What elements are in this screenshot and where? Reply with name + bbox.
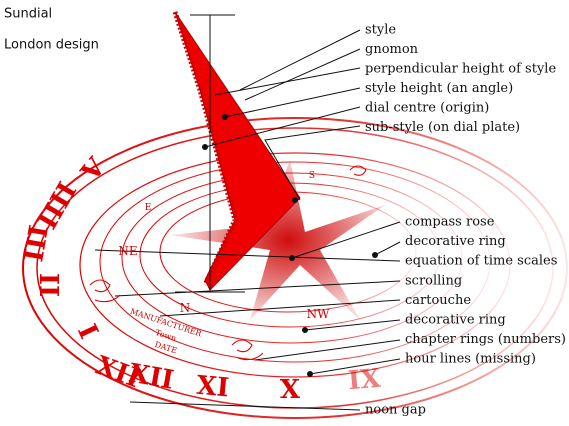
label: style height (an angle) bbox=[365, 81, 513, 96]
label: perpendicular height of style bbox=[365, 62, 556, 77]
compass-label: N bbox=[180, 301, 191, 315]
hour-numeral: V bbox=[75, 152, 112, 188]
label: chapter rings (numbers) bbox=[405, 332, 566, 347]
label: dial centre (origin) bbox=[365, 101, 489, 116]
label: compass rose bbox=[405, 215, 495, 230]
label: gnomon bbox=[365, 42, 419, 57]
hour-numeral: IX bbox=[347, 364, 383, 397]
label: scrolling bbox=[405, 273, 462, 288]
label: cartouche bbox=[405, 293, 471, 308]
compass-label: NW bbox=[307, 307, 331, 321]
title: Sundial bbox=[4, 7, 52, 22]
hour-numeral: XI bbox=[195, 371, 230, 404]
leader-lines bbox=[94, 29, 401, 411]
leader-dots bbox=[202, 114, 378, 377]
hour-numeral: X bbox=[280, 375, 301, 405]
label: decorative ring bbox=[405, 313, 506, 328]
gnomon-edge bbox=[172, 11, 238, 287]
compass-label: NE bbox=[118, 244, 137, 258]
label: sub-style (on dial plate) bbox=[365, 120, 520, 135]
label: equation of time scales bbox=[405, 254, 557, 269]
compass-rose bbox=[170, 160, 385, 320]
scrolling bbox=[89, 165, 367, 361]
compass-label: E bbox=[145, 203, 152, 213]
hour-numeral: III bbox=[19, 223, 55, 264]
label: style bbox=[365, 23, 396, 38]
label: hour lines (missing) bbox=[405, 352, 536, 367]
hour-numeral: I bbox=[71, 320, 103, 344]
compass-label: S bbox=[309, 171, 315, 181]
label: noon gap bbox=[365, 403, 426, 418]
title: London design bbox=[4, 38, 99, 53]
label: decorative ring bbox=[405, 234, 506, 249]
hour-numeral: II bbox=[33, 273, 63, 297]
